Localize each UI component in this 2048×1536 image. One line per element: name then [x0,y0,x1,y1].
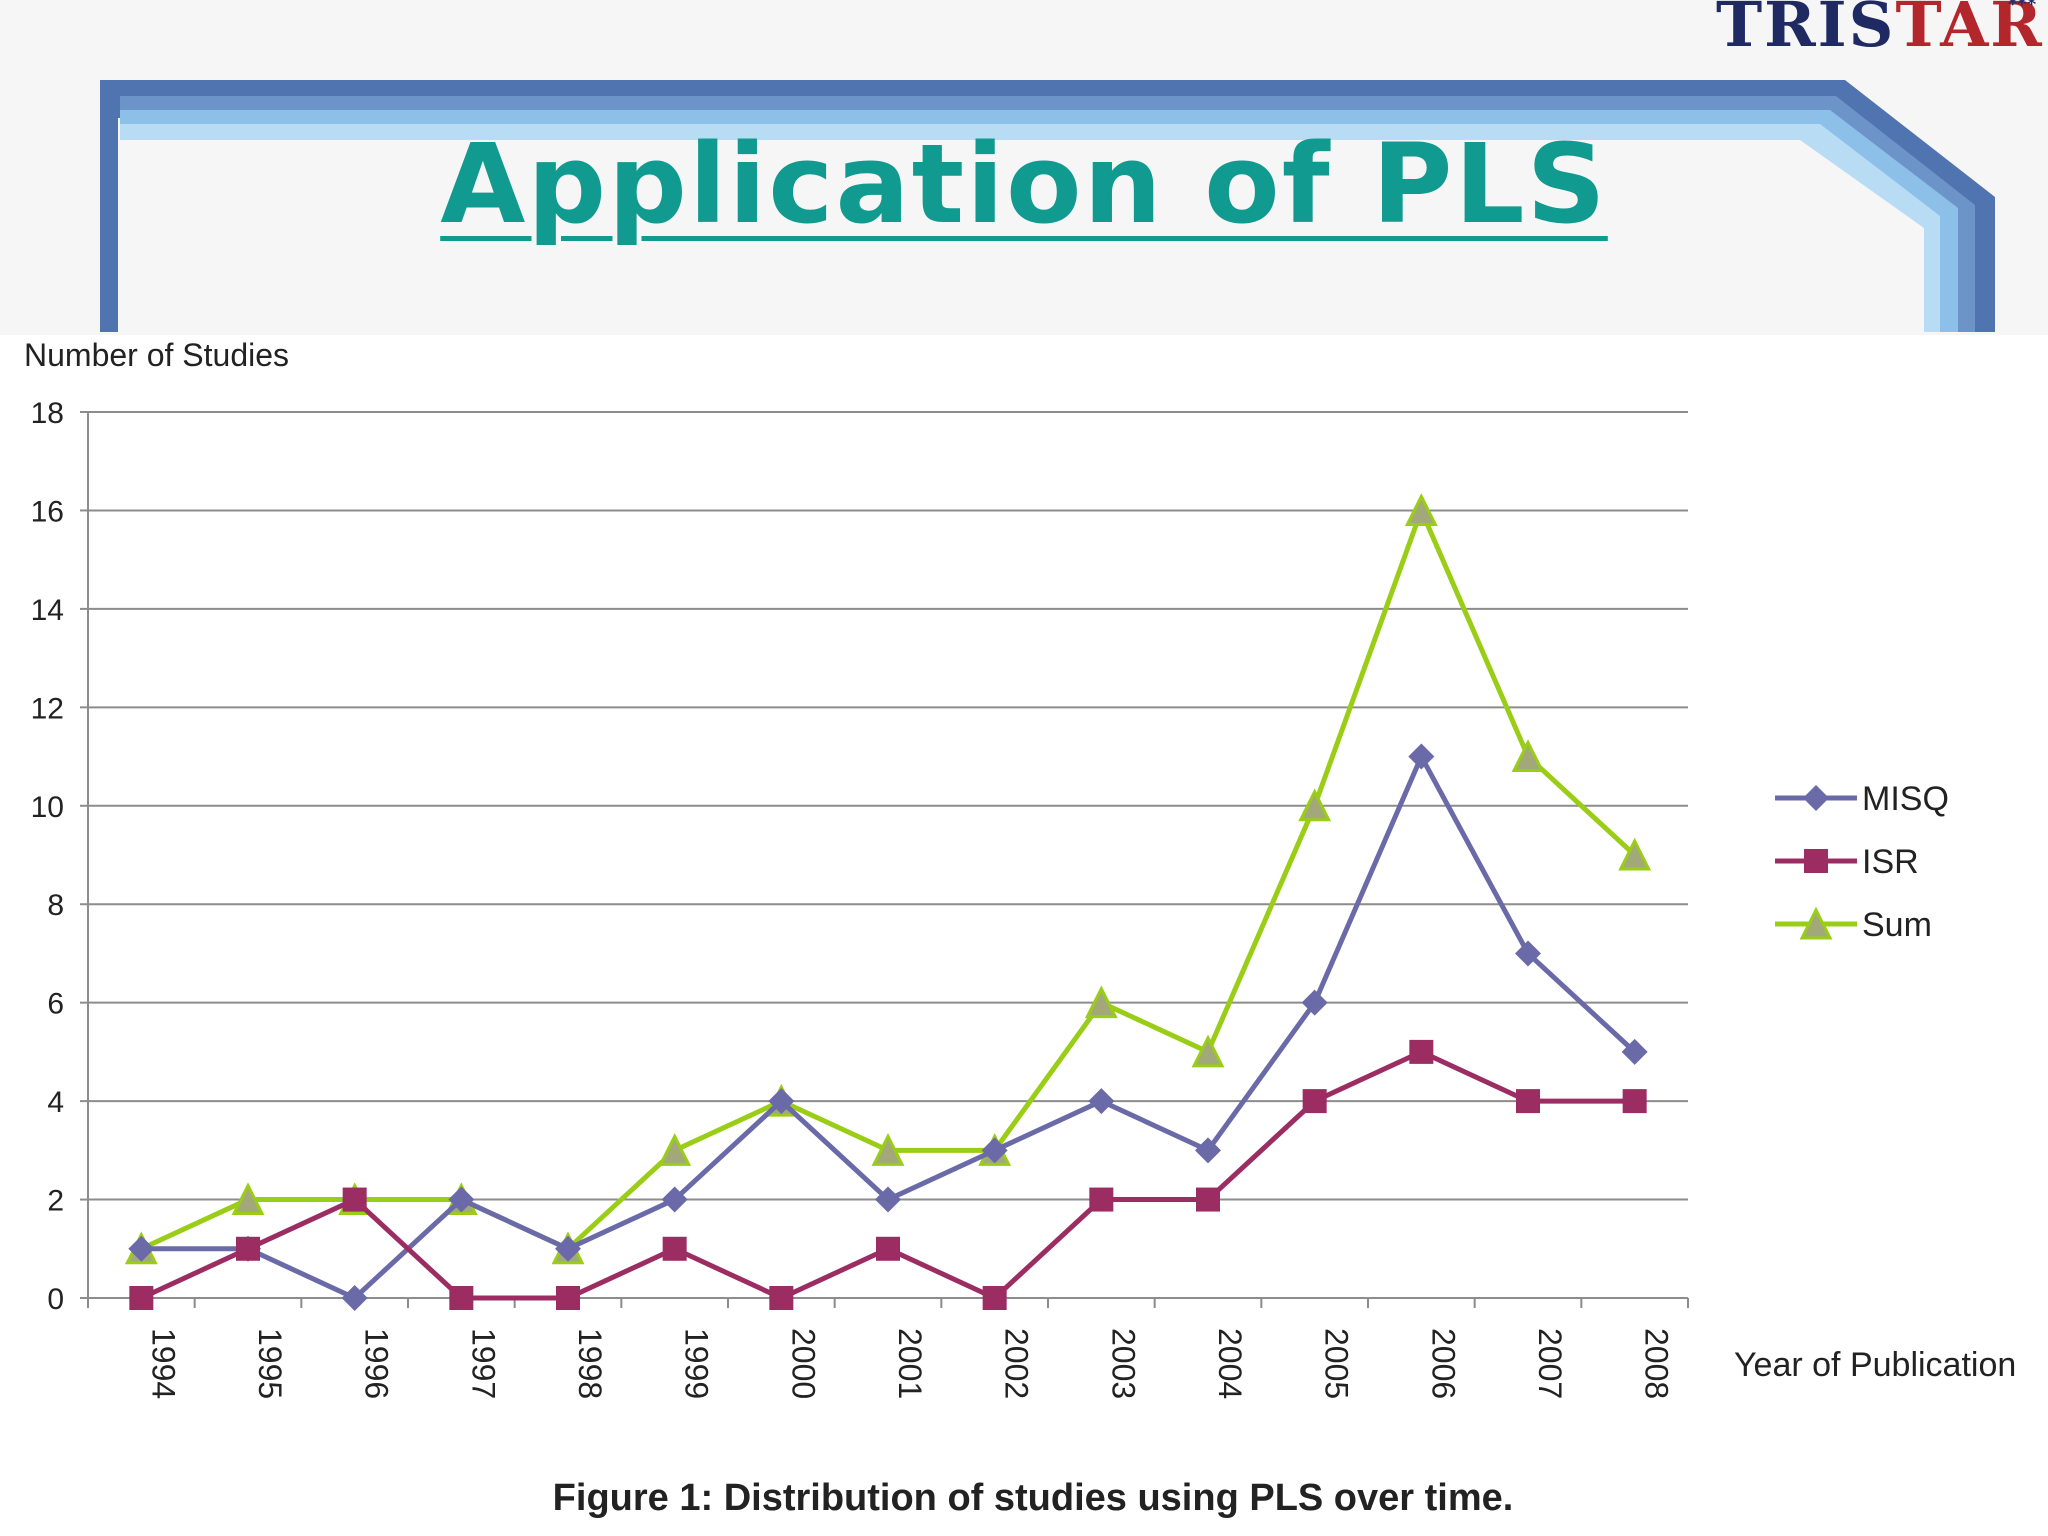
point-isr-1998 [556,1286,580,1310]
x-tick-label-2008: 2008 [1639,1328,1675,1399]
x-tick-label-2004: 2004 [1212,1328,1248,1399]
y-tick-label-8: 8 [47,889,64,922]
y-axis-label: Number of Studies [24,337,289,373]
point-misq-1994 [128,1235,155,1262]
point-sum-2004 [1191,1034,1225,1068]
point-misq-2006 [1408,743,1435,770]
point-misq-1999 [661,1186,688,1213]
x-tick-label-2005: 2005 [1319,1328,1355,1399]
series-line-misq [141,750,1637,1301]
y-tick-label-18: 18 [31,397,64,430]
legend: MISQ ISR Sum [1775,780,1949,944]
y-tick-label-16: 16 [31,495,64,528]
point-isr-1996 [342,1187,367,1212]
point-misq-2005 [1301,989,1328,1016]
tristar-logo: TRISTAR *** [1716,0,2044,56]
y-tick-label-2: 2 [47,1185,64,1218]
point-misq-2002 [981,1137,1008,1164]
series-misq [128,743,1648,1311]
point-isr-2007 [1516,1089,1540,1114]
point-misq-2000 [768,1088,795,1115]
point-isr-2003 [1089,1187,1114,1212]
point-isr-2000 [769,1286,794,1310]
slide-header-background [0,0,2048,335]
point-isr-1997 [449,1286,474,1310]
legend-item-sum: Sum [1775,906,1932,944]
point-misq-1996 [341,1285,368,1311]
point-sum-2003 [1084,985,1118,1019]
point-misq-1998 [555,1235,581,1262]
figure-caption: Figure 1: Distribution of studies using … [553,1477,1514,1519]
point-isr-1994 [129,1286,154,1310]
y-tick-label-6: 6 [47,988,64,1021]
legend-label-sum: Sum [1862,906,1932,944]
y-tick-label-14: 14 [31,594,64,627]
y-tick-label-0: 0 [47,1283,64,1316]
series-line-isr [140,1049,1635,1301]
x-tick-label-1996: 1996 [359,1328,395,1399]
point-isr-2002 [982,1286,1007,1310]
legend-item-isr: ISR [1775,843,1919,881]
point-misq-2001 [875,1186,901,1213]
legend-marker-sum [1799,906,1833,940]
x-tick-label-2003: 2003 [1105,1328,1141,1399]
logo-stars: *** [2008,0,2037,15]
point-misq-2007 [1515,940,1541,967]
point-sum-1995 [231,1182,265,1216]
x-tick-label-2000: 2000 [785,1328,821,1399]
legend-label-misq: MISQ [1862,780,1949,818]
legend-label-isr: ISR [1862,843,1919,881]
point-sum-2006 [1404,493,1438,526]
x-tick-label-1998: 1998 [572,1328,608,1399]
x-tick-label-1999: 1999 [679,1328,715,1399]
legend-marker-isr [1804,849,1828,873]
x-tick-label-2006: 2006 [1425,1328,1461,1399]
point-misq-2003 [1088,1088,1115,1115]
point-isr-2001 [876,1236,900,1261]
axes: 0 2 4 6 8 10 12 14 16 18 1994 1995 1996 1997 1998 1999 2… [31,397,1689,1399]
point-sum-2007 [1511,739,1545,773]
series-sum [124,493,1652,1265]
series-isr [129,1039,1647,1310]
point-isr-1999 [662,1236,687,1261]
point-isr-2008 [1622,1089,1647,1114]
point-sum-2001 [871,1132,905,1166]
point-misq-2008 [1621,1038,1648,1065]
x-tick-label-1995: 1995 [252,1328,288,1399]
y-tick-label-12: 12 [31,692,64,725]
x-tick-label-2001: 2001 [892,1328,928,1399]
point-sum-1999 [658,1132,692,1166]
point-isr-2004 [1196,1187,1220,1212]
decorative-frame [100,80,1995,332]
point-sum-2008 [1618,837,1652,871]
x-tick-label-2007: 2007 [1532,1328,1568,1399]
x-tick-label-1997: 1997 [465,1328,501,1399]
series-layer [124,493,1652,1311]
point-isr-1995 [236,1236,260,1261]
x-tick-label-1994: 1994 [145,1328,181,1399]
point-misq-2004 [1195,1137,1221,1164]
point-isr-2005 [1302,1089,1327,1114]
point-sum-2005 [1298,788,1332,822]
point-misq-1997 [448,1186,475,1213]
x-tick-label-2002: 2002 [999,1328,1035,1399]
y-tick-label-4: 4 [47,1086,64,1119]
slide-title: Application of PLS [440,120,1608,248]
legend-marker-misq [1803,785,1829,811]
point-isr-2006 [1409,1039,1434,1064]
legend-item-misq: MISQ [1775,780,1949,818]
y-tick-label-10: 10 [31,791,64,824]
x-axis-label: Year of Publication [1734,1346,2016,1384]
